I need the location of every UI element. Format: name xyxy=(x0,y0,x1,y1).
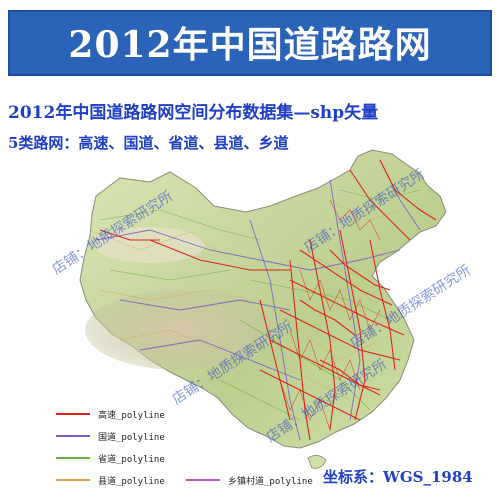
page-title: 2012年中国道路路网 xyxy=(68,24,432,66)
highway-mesh xyxy=(279,199,381,431)
china-road-map xyxy=(79,149,447,469)
legend-label-township-road: 乡镇村道_polyline xyxy=(228,476,313,487)
legend-swatch-national-road xyxy=(56,435,90,437)
title-banner: 2012年中国道路路网 xyxy=(8,10,492,76)
national-roads xyxy=(95,159,421,441)
tarim-basin xyxy=(95,227,205,263)
road-categories-line: 5类路网：高速、国道、省道、县道、乡道 xyxy=(8,134,289,152)
legend-swatch-expressway xyxy=(56,413,90,415)
legend-item-county-road: 县道_polyline xyxy=(56,474,165,487)
dataset-subtitle: 2012年中国道路路网空间分布数据集—shp矢量 xyxy=(8,103,379,123)
legend-item-provincial-road: 省道_polyline xyxy=(56,452,165,465)
legend-swatch-county-road xyxy=(56,479,90,481)
hainan-island xyxy=(307,455,327,469)
legend-item-township-road: 乡镇村道_polyline xyxy=(186,474,313,487)
tibet-plateau xyxy=(85,290,275,370)
legend-swatch-provincial-road xyxy=(56,457,90,459)
legend-item-expressway: 高速_polyline xyxy=(56,408,165,421)
legend-item-national-road: 国道_polyline xyxy=(56,430,165,443)
legend-swatch-township-road xyxy=(186,479,220,481)
legend-label-expressway: 高速_polyline xyxy=(98,410,165,421)
legend-label-county-road: 县道_polyline xyxy=(98,476,165,487)
coordinate-system-label: 坐标系：WGS_1984 xyxy=(323,468,473,486)
legend-label-provincial-road: 省道_polyline xyxy=(98,454,165,465)
map-legend: 高速_polyline 国道_polyline 省道_polyline 县道_p… xyxy=(56,404,316,490)
legend-label-national-road: 国道_polyline xyxy=(98,432,165,443)
